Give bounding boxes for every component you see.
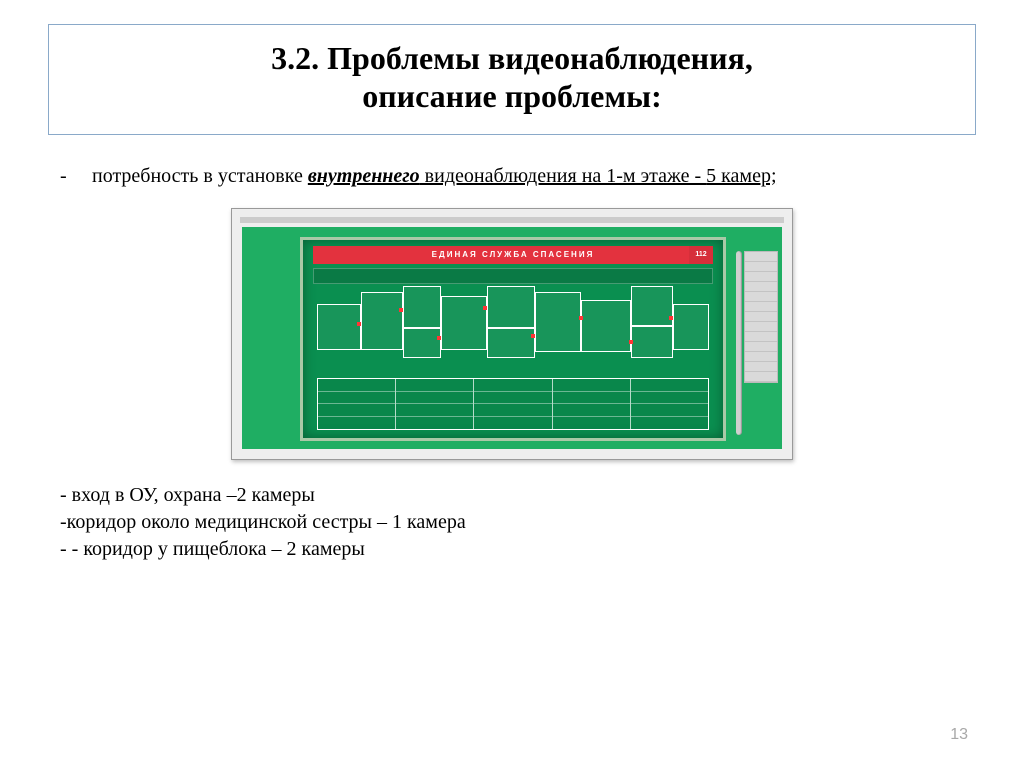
slide-title: 3.2. Проблемы видеонаблюдения, описание … — [69, 39, 955, 116]
legend-cell — [631, 379, 708, 392]
floorplan-marker — [579, 316, 583, 320]
legend-cell — [396, 379, 473, 392]
legend-col — [318, 379, 396, 429]
floorplan-room — [403, 328, 441, 358]
board-title: ЕДИНАЯ СЛУЖБА СПАСЕНИЯ — [313, 246, 713, 264]
green-wall: 01 ЕДИНАЯ СЛУЖБА СПАСЕНИЯ 112 — [242, 227, 782, 449]
legend-cell — [396, 392, 473, 405]
floorplan-marker — [399, 308, 403, 312]
legend-box — [317, 378, 709, 430]
badge-112: 112 — [689, 246, 713, 264]
legend-cell — [553, 392, 630, 405]
legend-cell — [474, 417, 551, 429]
bullet-text: потребность в установке внутреннего виде… — [92, 163, 964, 190]
legend-cell — [318, 404, 395, 417]
floorplan-room — [581, 300, 631, 352]
photo-top-edge — [240, 217, 784, 223]
floorplan-room — [631, 326, 673, 358]
lower-list-item: - вход в ОУ, охрана –2 камеры — [60, 482, 964, 509]
legend-cell — [474, 392, 551, 405]
legend-col — [553, 379, 631, 429]
bullet-tail: 5 камер; — [706, 165, 776, 187]
legend-cell — [553, 417, 630, 429]
bullet-prefix: потребность в установке — [92, 165, 308, 187]
legend-cell — [474, 379, 551, 392]
floorplan-room — [535, 292, 581, 352]
top-bullet: - потребность в установке внутреннего ви… — [60, 163, 964, 190]
floorplan-room — [631, 286, 673, 326]
bullet-emph: внутреннего — [308, 165, 420, 187]
page-number: 13 — [950, 726, 968, 744]
bullet-mid: видеонаблюдения на 1-м этаже - — [420, 165, 706, 187]
legend-cell — [553, 404, 630, 417]
legend-cell — [631, 417, 708, 429]
legend-cell — [396, 404, 473, 417]
title-line-1: 3.2. Проблемы видеонаблюдения, — [271, 40, 753, 76]
legend-col — [396, 379, 474, 429]
floorplan-room — [403, 286, 441, 328]
bullet-dash: - — [60, 163, 92, 190]
legend-cell — [631, 392, 708, 405]
evacuation-plan-photo: 01 ЕДИНАЯ СЛУЖБА СПАСЕНИЯ 112 — [231, 208, 793, 460]
lower-list-item: - - коридор у пищеблока – 2 камеры — [60, 536, 964, 563]
legend-cell — [631, 404, 708, 417]
floorplan-room — [673, 304, 709, 350]
board-subcaption — [313, 268, 713, 284]
floorplan-marker — [531, 334, 535, 338]
lower-list: - вход в ОУ, охрана –2 камеры-коридор ок… — [60, 482, 964, 563]
floorplan-marker — [357, 322, 361, 326]
title-box: 3.2. Проблемы видеонаблюдения, описание … — [48, 24, 976, 135]
legend-cell — [396, 417, 473, 429]
legend-col — [474, 379, 552, 429]
slide: 3.2. Проблемы видеонаблюдения, описание … — [0, 0, 1024, 768]
legend-cell — [318, 379, 395, 392]
pipe — [736, 251, 742, 435]
title-line-2: описание проблемы: — [362, 78, 662, 114]
plan-board: 01 ЕДИНАЯ СЛУЖБА СПАСЕНИЯ 112 — [300, 237, 726, 441]
floorplan-marker — [437, 336, 441, 340]
legend-col — [631, 379, 708, 429]
floorplan-room — [317, 304, 361, 350]
electrical-panel — [744, 251, 778, 383]
floorplan-marker — [629, 340, 633, 344]
floorplan-room — [441, 296, 487, 350]
photo-wrap: 01 ЕДИНАЯ СЛУЖБА СПАСЕНИЯ 112 — [48, 208, 976, 460]
floorplan-marker — [669, 316, 673, 320]
legend-cell — [318, 392, 395, 405]
legend-cell — [553, 379, 630, 392]
floorplan — [317, 286, 709, 372]
legend-cell — [474, 404, 551, 417]
floorplan-marker — [483, 306, 487, 310]
floorplan-room — [361, 292, 403, 350]
floorplan-room — [487, 286, 535, 328]
lower-list-item: -коридор около медицинской сестры – 1 ка… — [60, 509, 964, 536]
bullet-row: - потребность в установке внутреннего ви… — [60, 163, 964, 190]
legend-cell — [318, 417, 395, 429]
floorplan-room — [487, 328, 535, 358]
